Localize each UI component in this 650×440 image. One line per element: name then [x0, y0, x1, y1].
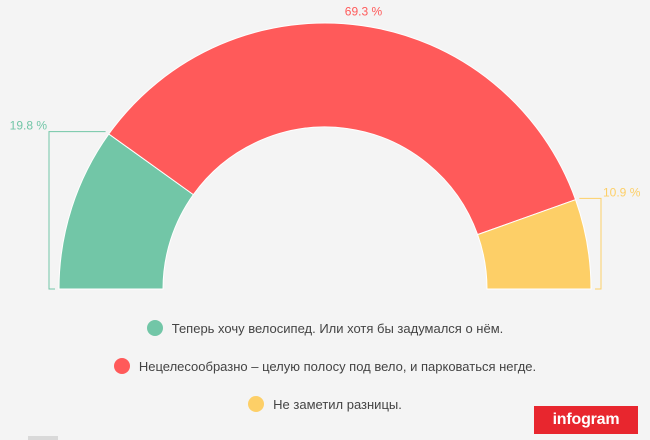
infogram-logo-badge [534, 406, 638, 434]
data-label-inexpedient: 69.3 % [345, 5, 383, 19]
legend-item-no-difference[interactable]: Не заметил разницы. [0, 394, 650, 414]
legend-item-want-bike[interactable]: Теперь хочу велосипед. Или хотя бы задум… [0, 318, 650, 338]
corner-divider [28, 436, 58, 440]
leader-line-want-bike [48, 131, 106, 290]
legend-item-inexpedient[interactable]: Нецелесообразно – целую полосу под вело,… [0, 356, 650, 376]
leader-line-no-difference [579, 197, 602, 290]
infogram-logo[interactable]: infogram [534, 406, 638, 434]
chart-legend: Теперь хочу велосипед. Или хотя бы задум… [0, 318, 650, 432]
data-label-no-difference: 10.9 % [603, 185, 641, 199]
data-label-want-bike: 19.8 % [10, 119, 48, 133]
legend-marker-want-bike [146, 320, 163, 336]
slice-inexpedient[interactable] [108, 22, 577, 236]
slice-no-difference[interactable] [476, 199, 592, 290]
legend-label-no-difference: Не заметил разницы. [273, 396, 402, 412]
chart-canvas: 19.8 % 69.3 % 10.9 % [10, 5, 641, 290]
legend-label-want-bike: Теперь хочу велосипед. Или хотя бы задум… [171, 320, 504, 336]
legend-marker-no-difference [248, 396, 265, 412]
infogram-logo-text: infogram [552, 411, 620, 428]
legend-label-inexpedient: Нецелесообразно – целую полосу под вело,… [138, 358, 537, 374]
legend-marker-inexpedient [113, 358, 130, 374]
